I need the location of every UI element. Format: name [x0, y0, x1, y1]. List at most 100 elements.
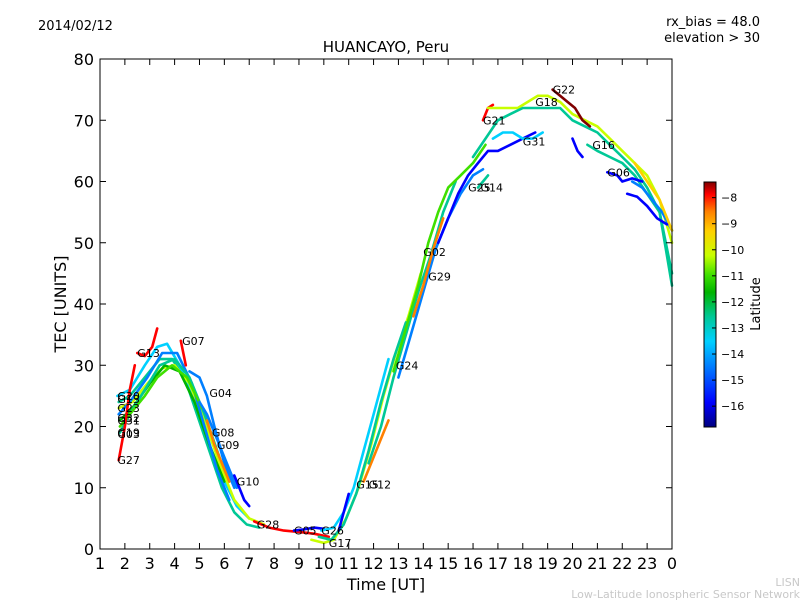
colorbar-ticks: −8 −9 −10 −11 −12 −13 −14 −15 −16 — [712, 192, 744, 413]
x-tick-label: 7 — [244, 554, 254, 573]
satellite-label: G04 — [209, 387, 232, 400]
series-line-g16b — [571, 137, 584, 159]
colorbar-tick-label: −13 — [721, 322, 744, 335]
series-line-g22b — [633, 161, 674, 232]
satellite-label: G03 — [117, 428, 140, 441]
series-line-g16 — [586, 143, 674, 287]
satellite-label: G20 — [117, 390, 140, 403]
colorbar-tick-label: −11 — [721, 270, 744, 283]
satellite-label: G28 — [257, 519, 280, 532]
y-tick-label: 10 — [74, 479, 94, 498]
y-tick-label: 20 — [74, 418, 94, 437]
y-tick-label: 60 — [74, 173, 94, 192]
series-line-g06 — [605, 171, 644, 183]
satellite-label: G13 — [137, 347, 160, 360]
x-tick-label: 5 — [194, 554, 204, 573]
y-tick-label: 40 — [74, 295, 94, 314]
x-tick-label: 18 — [513, 554, 533, 573]
rx-bias-label: rx_bias = 48.0 — [666, 15, 760, 30]
colorbar-label: Latitude — [749, 277, 764, 331]
x-tick-label: 0 — [667, 554, 677, 573]
series-line-g02 — [392, 143, 487, 373]
credit-lisn: LISN — [775, 576, 800, 589]
x-tick-label: 9 — [294, 554, 304, 573]
satellite-label: G26 — [321, 525, 344, 538]
series-line-g17 — [310, 272, 423, 545]
satellite-label: G12 — [369, 479, 392, 492]
series-line-g17b — [317, 321, 408, 542]
satellite-label: G14 — [481, 182, 504, 195]
satellite-label: G07 — [182, 335, 205, 348]
satellite-label: G08 — [212, 427, 235, 440]
colorbar-tick-label: −16 — [721, 400, 744, 413]
colorbar — [703, 181, 717, 428]
y-tick-label: 50 — [74, 234, 94, 253]
satellite-label: G02 — [423, 246, 446, 259]
series-line-g03 — [118, 363, 204, 428]
colorbar-tick-label: −8 — [721, 192, 737, 205]
satellite-label: G23 — [117, 402, 140, 415]
satellite-label: G25 — [468, 182, 491, 195]
x-tick-label: 14 — [413, 554, 433, 573]
credit-network: Low-Latitude Ionospheric Sensor Network — [571, 588, 800, 600]
satellite-label: G22 — [553, 84, 576, 97]
satellite-label: G24 — [396, 359, 419, 372]
x-tick-label: 22 — [612, 554, 632, 573]
x-tick-label: 8 — [269, 554, 279, 573]
colorbar-tick-label: −9 — [721, 218, 737, 231]
satellite-label: G27 — [117, 454, 140, 467]
series-line-g25 — [436, 131, 537, 245]
x-tick-label: 12 — [363, 554, 383, 573]
chart-title: HUANCAYO, Peru — [323, 38, 449, 56]
x-tick-label: 17 — [488, 554, 508, 573]
colorbar-tick-label: −15 — [721, 374, 744, 387]
x-tick-label: 10 — [314, 554, 334, 573]
satellite-label: G19 — [117, 427, 140, 440]
colorbar-tick-label: −12 — [721, 296, 744, 309]
series-line-g05 — [292, 526, 326, 532]
x-tick-label: 23 — [637, 554, 657, 573]
series-line-g06b — [630, 180, 674, 232]
series-line-g15 — [337, 492, 351, 532]
x-tick-label: 15 — [438, 554, 458, 573]
satellite-label: G10 — [237, 476, 260, 489]
x-tick-label: 19 — [537, 554, 557, 573]
series-line-g28 — [252, 520, 331, 539]
series-line-g22 — [551, 88, 592, 128]
y-tick-label: 70 — [74, 111, 94, 130]
series-layer — [116, 88, 674, 545]
satellite-label: G05 — [294, 525, 317, 538]
series-line-g24 — [367, 180, 457, 465]
series-line-g10 — [233, 474, 251, 508]
satellite-label: G17 — [329, 537, 352, 550]
y-tick-label: 80 — [74, 50, 94, 69]
satellite-label: G31 — [523, 136, 546, 149]
x-tick-label: 11 — [339, 554, 359, 573]
elevation-label: elevation > 30 — [664, 31, 760, 46]
series-line-g31 — [117, 351, 231, 502]
plot-frame — [99, 58, 673, 550]
x-tick-label: 1 — [95, 554, 105, 573]
x-tick-label: 13 — [388, 554, 408, 573]
series-line-g02b — [412, 217, 445, 318]
series-line-g07 — [179, 339, 188, 367]
x-tick-label: 4 — [170, 554, 180, 573]
x-tick-label: 2 — [120, 554, 130, 573]
x-tick-label: 21 — [587, 554, 607, 573]
date-label: 2014/02/12 — [38, 19, 113, 34]
satellite-label: G09 — [217, 439, 240, 452]
series-line-g26 — [319, 357, 390, 532]
x-tick-label: 6 — [219, 554, 229, 573]
x-tick-label: 20 — [562, 554, 582, 573]
series-line-g13-arc — [136, 327, 159, 358]
series-line-g08 — [198, 400, 239, 490]
series-line-g06c — [625, 192, 669, 226]
satellite-label: G06 — [607, 166, 630, 179]
satellite-labels: G20G13G23G32G31G19G03G27G13G07G04G08G09G… — [117, 84, 629, 550]
axis-ticks: 1 2 3 4 5 6 7 8 9 10 11 12 13 14 15 16 17 18 19 20 21 22 23 001… — [74, 50, 677, 573]
satellite-label: G31 — [117, 414, 140, 427]
series-line-g27 — [117, 363, 137, 462]
x-axis-label: Time [UT] — [346, 575, 425, 594]
satellite-label: G13 — [117, 393, 140, 406]
series-line-g12 — [362, 419, 390, 483]
